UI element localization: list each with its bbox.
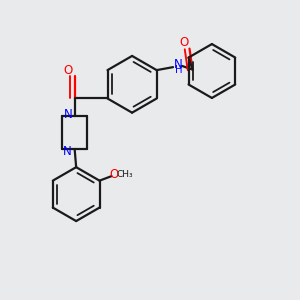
Text: N: N — [174, 58, 183, 71]
Text: O: O — [179, 36, 188, 49]
Text: O: O — [109, 169, 118, 182]
Text: N: N — [64, 108, 73, 122]
Text: N: N — [63, 145, 72, 158]
Text: O: O — [64, 64, 73, 77]
Text: H: H — [175, 65, 182, 75]
Text: CH₃: CH₃ — [117, 170, 133, 179]
